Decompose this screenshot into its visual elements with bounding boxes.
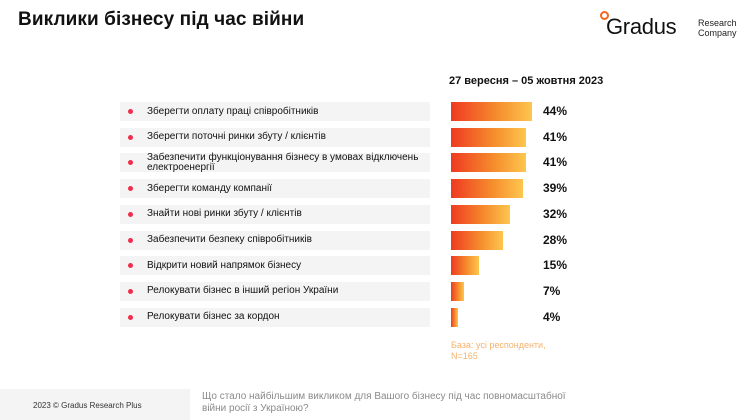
row-background [120,256,430,276]
bullet-dot-icon [128,211,133,217]
chart-row: Релокувати бізнес в інший регіон України… [0,280,750,304]
logo-wordmark: Gradus [606,14,677,39]
bar [451,127,527,147]
row-background [120,230,430,250]
value-label: 7% [543,283,561,298]
category-label: Знайти нові ринки збуту / клієнтів [147,208,302,220]
chart-row: Зберегти поточні ринки збуту / клієнтів 4… [0,126,750,150]
value-label: 39% [543,181,568,196]
base-note: База: усі респонденти, N=165 [451,340,546,361]
chart-row: Відкрити новий напрямок бізнесу 15% [0,254,750,278]
category-label: Зберегти команду компанії [147,182,272,194]
bar [451,153,527,173]
row-background [120,153,430,173]
value-label: 41% [543,155,568,170]
chart-row: Забезпечити безпеку співробітників 28% [0,229,750,253]
chart-row: Зберегти команду компанії 39% [0,177,750,201]
bullet-dot-icon [128,237,133,243]
value-label: 28% [543,232,568,247]
category-label: Відкрити новий напрямок бізнесу [147,259,302,271]
bar [451,230,503,250]
value-label: 4% [543,309,561,324]
chart-row: Зберегти оплату праці співробітників 44% [0,100,750,124]
bar [451,281,464,301]
logo-subtitle-line2: Company [698,28,737,38]
page-title: Виклики бізнесу під час війни [18,9,305,30]
bullet-dot-icon [128,314,133,320]
row-background [120,204,430,224]
footer-question-area [190,389,750,420]
bullet-dot-icon [128,160,133,166]
category-label: Релокувати бізнес за кордон [147,311,280,323]
bar [451,179,523,199]
value-label: 44% [543,104,568,118]
value-label: 41% [543,129,568,144]
bar [451,307,459,327]
footer-copyright: 2023 © Gradus Research Plus [33,401,142,410]
chart-row: Знайти нові ринки збуту / клієнтів 32% [0,203,750,227]
row-background [120,102,430,121]
footer: 2023 © Gradus Research Plus Що стало най… [0,389,750,420]
category-label: Зберегти оплату праці співробітників [147,105,319,117]
category-label: Забезпечити функціонування бізнесу в умо… [147,151,419,173]
chart-row: Релокувати бізнес за кордон 4% [0,306,750,330]
bar [451,256,479,276]
chart-row: Забезпечити функціонування бізнесу в умо… [0,151,750,175]
value-label: 15% [543,258,568,273]
value-label: 32% [543,206,568,221]
category-label: Релокувати бізнес в інший регіон України [147,285,339,297]
bullet-dot-icon [128,134,133,140]
bar [451,204,510,224]
row-background [120,281,430,301]
gradus-logo: Gradus Research Company [600,11,740,43]
logo-ring-icon [600,11,609,20]
category-label: Забезпечити безпеку співробітників [147,234,312,245]
row-background [120,179,430,199]
logo-subtitle-line1: Research [698,18,737,28]
category-label: Зберегти поточні ринки збуту / клієнтів [147,131,326,143]
bullet-dot-icon [128,186,133,192]
bullet-dot-icon [128,109,133,114]
series-date-label: 27 вересня – 05 жовтня 2023 [449,75,604,87]
bullet-dot-icon [128,263,133,269]
bar [451,102,532,121]
logo-subtitle: Research Company [698,18,737,38]
row-background [120,127,430,147]
bullet-dot-icon [128,288,133,294]
footer-question: Що стало найбільшим викликом для Вашого … [202,391,566,414]
row-background [120,307,430,327]
